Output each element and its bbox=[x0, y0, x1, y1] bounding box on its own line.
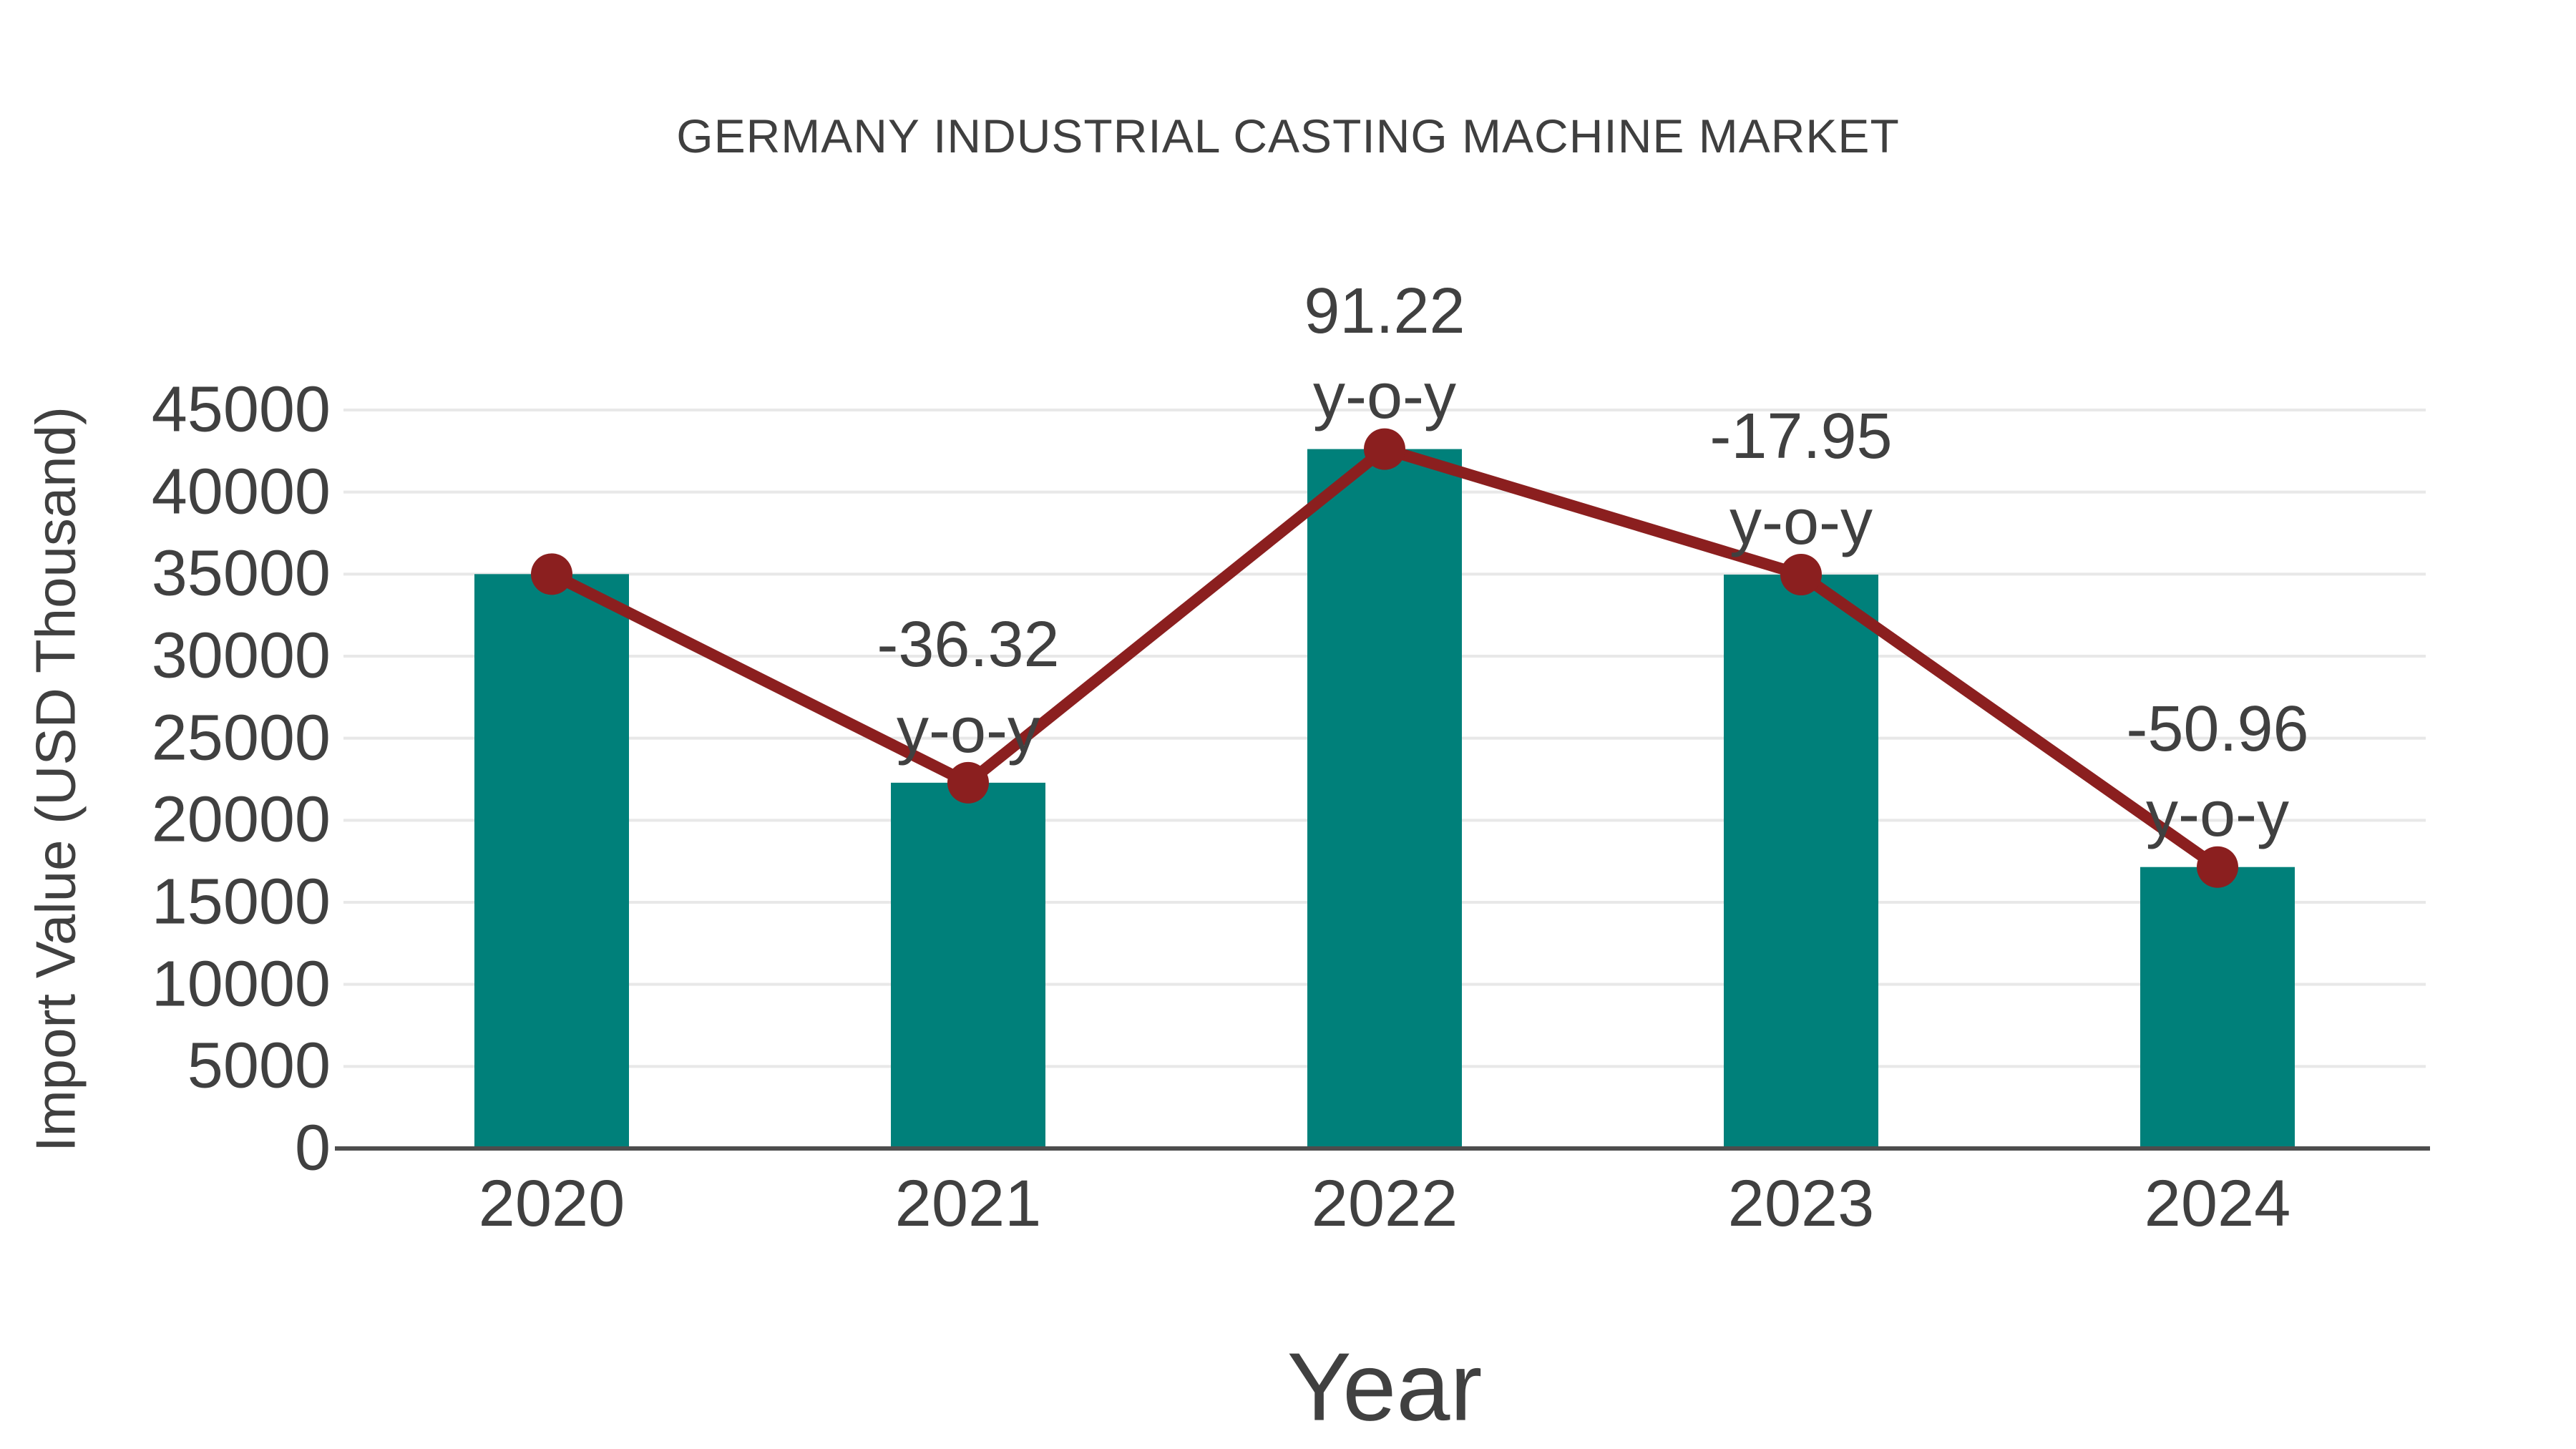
y-tick-label-35000: 35000 bbox=[151, 537, 331, 610]
yoy-annotation-2024: -50.96 y-o-y bbox=[2126, 687, 2308, 858]
y-tick-label-15000: 15000 bbox=[151, 866, 331, 938]
bar-2020 bbox=[474, 574, 629, 1148]
marker-2021 bbox=[947, 761, 989, 804]
bar-2024 bbox=[2140, 867, 2295, 1148]
x-tick-label-2020: 2020 bbox=[478, 1167, 625, 1240]
yoy-value: -17.95 bbox=[1709, 401, 1893, 473]
marker-2020 bbox=[531, 553, 572, 595]
y-tick-label-0: 0 bbox=[294, 1112, 331, 1184]
yoy-suffix: y-o-y bbox=[1312, 361, 1456, 433]
yoy-suffix: y-o-y bbox=[2145, 779, 2289, 851]
yoy-value: 91.22 bbox=[1304, 275, 1465, 347]
yoy-suffix: y-o-y bbox=[896, 694, 1040, 766]
marker-2024 bbox=[2197, 846, 2238, 888]
yoy-value: -50.96 bbox=[2126, 693, 2309, 765]
x-tick-label-2023: 2023 bbox=[1727, 1167, 1875, 1240]
bar-2021 bbox=[891, 782, 1045, 1148]
marker-2022 bbox=[1364, 428, 1405, 470]
bar-2023 bbox=[1724, 575, 1878, 1148]
marker-2023 bbox=[1780, 554, 1822, 596]
chart-title: GERMANY INDUSTRIAL CASTING MACHINE MARKE… bbox=[676, 109, 1900, 162]
y-tick-label-10000: 10000 bbox=[151, 948, 331, 1020]
yoy-annotation-2021: -36.32 y-o-y bbox=[877, 602, 1059, 774]
yoy-suffix: y-o-y bbox=[1729, 486, 1873, 558]
x-tick-label-2022: 2022 bbox=[1311, 1167, 1458, 1240]
x-tick-label-2021: 2021 bbox=[894, 1167, 1042, 1240]
y-tick-label-30000: 30000 bbox=[151, 620, 331, 692]
y-tick-label-40000: 40000 bbox=[151, 456, 331, 528]
yoy-value: -36.32 bbox=[877, 608, 1060, 680]
y-tick-label-25000: 25000 bbox=[151, 702, 331, 774]
yoy-annotation-2023: -17.95 y-o-y bbox=[1709, 394, 1892, 565]
y-tick-label-45000: 45000 bbox=[151, 374, 331, 446]
x-tick-label-2024: 2024 bbox=[2144, 1167, 2291, 1240]
y-tick-label-20000: 20000 bbox=[151, 784, 331, 856]
yoy-annotation-2022: 91.22 y-o-y bbox=[1304, 269, 1465, 440]
x-axis-title: Year bbox=[1287, 1332, 1483, 1441]
bar-2022 bbox=[1307, 449, 1462, 1148]
y-tick-label-5000: 5000 bbox=[187, 1030, 331, 1102]
